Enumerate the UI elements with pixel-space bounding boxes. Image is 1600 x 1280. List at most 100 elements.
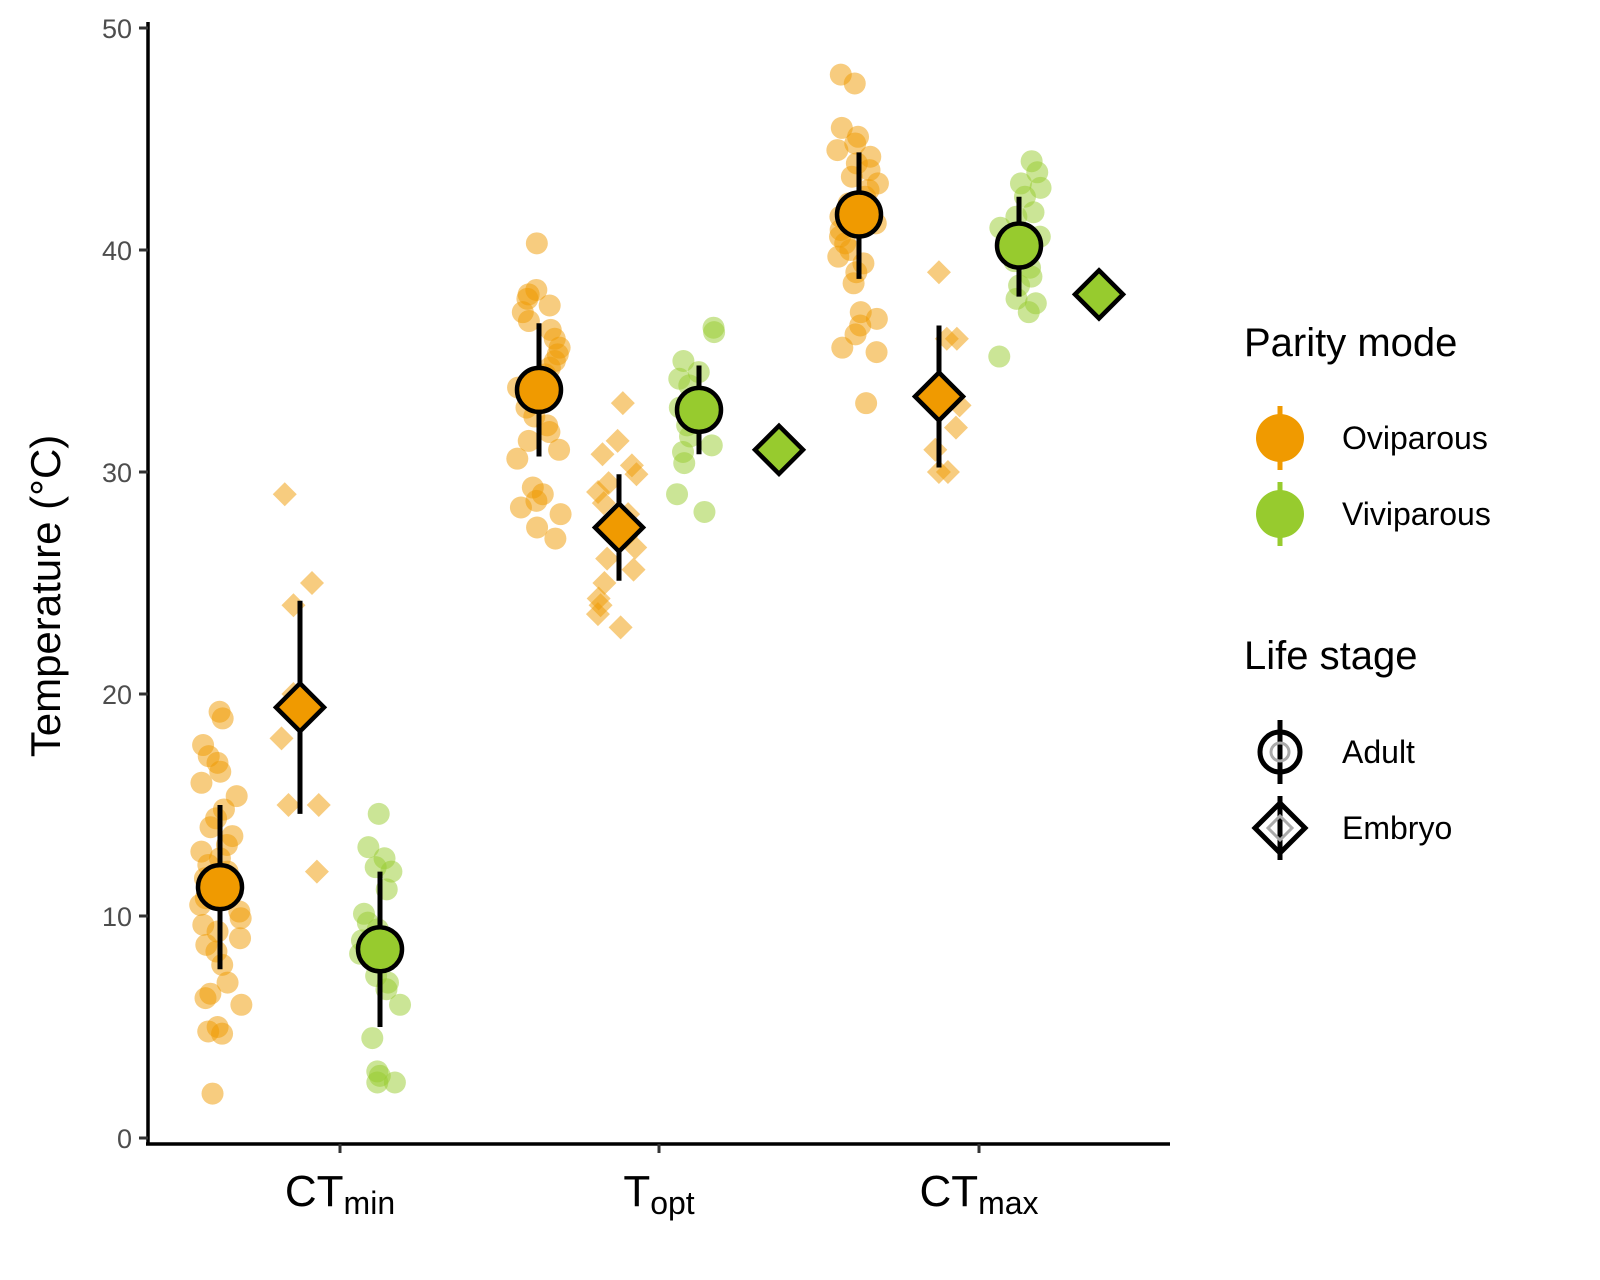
x-tick-label: CTmin (285, 1167, 395, 1221)
error-bars-layer (217, 152, 1022, 1027)
raw-point (855, 392, 878, 415)
raw-point (525, 232, 548, 255)
raw-point (201, 1082, 224, 1105)
legend-title: Life stage (1244, 634, 1417, 678)
raw-point (549, 503, 572, 526)
raw-point (209, 760, 232, 783)
y-axis-title: Temperature (°C) (22, 435, 69, 758)
raw-point (935, 460, 960, 484)
mean-marker (272, 680, 328, 735)
raw-points-layer (189, 63, 1052, 1105)
x-tick-label: CTmax (919, 1167, 1038, 1221)
mean-marker (994, 221, 1044, 270)
raw-point (830, 116, 853, 139)
mean-marker (591, 500, 647, 555)
raw-point (229, 927, 252, 950)
legend-key (1256, 490, 1304, 538)
raw-point (827, 245, 850, 268)
raw-point (272, 482, 297, 507)
legend-key (1251, 799, 1309, 857)
raw-point (826, 139, 849, 162)
raw-point (211, 707, 234, 730)
raw-point (383, 1071, 406, 1094)
raw-point (389, 993, 412, 1016)
raw-point (304, 859, 329, 884)
raw-point (366, 1071, 389, 1094)
raw-point (605, 428, 630, 453)
raw-point (585, 602, 610, 627)
raw-point (230, 993, 253, 1016)
y-tick-label: 30 (102, 458, 132, 488)
raw-point (269, 726, 294, 751)
raw-point (865, 307, 888, 330)
legend: Parity mode Oviparous Viviparous Life stage… (1244, 321, 1491, 860)
x-tick-label: Topt (623, 1167, 694, 1221)
raw-point (988, 345, 1011, 368)
raw-point (199, 816, 222, 839)
raw-point (526, 516, 549, 539)
mean-marker (834, 190, 884, 239)
legend-label: Oviparous (1342, 420, 1488, 456)
legend-key (1256, 414, 1304, 462)
axes: 0 10 20 30 40 50 CTmin Topt CTmax (102, 14, 1170, 1221)
raw-point (509, 496, 532, 519)
raw-point (517, 310, 540, 333)
raw-point (595, 546, 620, 571)
y-tick-label: 0 (117, 1124, 132, 1154)
raw-point (700, 434, 723, 457)
legend-key (1257, 729, 1303, 775)
raw-point (1022, 201, 1045, 224)
raw-point (673, 452, 696, 475)
raw-point (610, 391, 635, 416)
legend-label: Adult (1342, 734, 1415, 770)
raw-point (624, 462, 649, 487)
y-tick-label: 20 (102, 680, 132, 710)
raw-point (538, 294, 561, 317)
raw-point (276, 793, 301, 817)
raw-point (216, 971, 239, 994)
y-tick-label: 10 (102, 902, 132, 932)
raw-point (300, 571, 325, 595)
raw-point (672, 350, 695, 372)
raw-point (548, 438, 571, 461)
raw-point (843, 72, 866, 95)
raw-point (211, 1022, 234, 1045)
raw-point (190, 771, 213, 794)
raw-point (926, 260, 951, 285)
mean-marker (751, 422, 807, 477)
mean-marker (674, 385, 724, 435)
mean-marker (195, 862, 245, 912)
y-tick-label: 40 (102, 236, 132, 266)
raw-point (380, 860, 403, 883)
raw-point (608, 615, 633, 640)
raw-point (506, 447, 529, 470)
mean-marker (355, 925, 405, 974)
raw-point (194, 987, 217, 1010)
raw-point (517, 429, 540, 452)
raw-point (621, 557, 646, 582)
mean-marker (514, 365, 564, 415)
legend-key-inner (1269, 741, 1291, 763)
legend-label: Embryo (1342, 810, 1452, 846)
raw-point (923, 437, 948, 462)
raw-point (943, 415, 968, 440)
raw-point (844, 132, 867, 155)
raw-point (666, 483, 689, 506)
mean-marker (1071, 267, 1127, 322)
raw-point (306, 793, 331, 817)
raw-point (544, 527, 567, 550)
raw-point (538, 421, 561, 444)
legend-key-inner (1265, 813, 1295, 843)
mean-marker (911, 369, 967, 424)
raw-point (361, 1027, 384, 1050)
raw-point (865, 341, 888, 364)
legend-label: Viviparous (1342, 496, 1491, 532)
raw-point (1017, 301, 1040, 324)
raw-point (367, 802, 390, 825)
y-tick-label: 50 (102, 14, 132, 44)
raw-point (693, 500, 716, 523)
raw-point (591, 491, 616, 516)
raw-point (831, 336, 854, 359)
raw-point (229, 907, 252, 930)
